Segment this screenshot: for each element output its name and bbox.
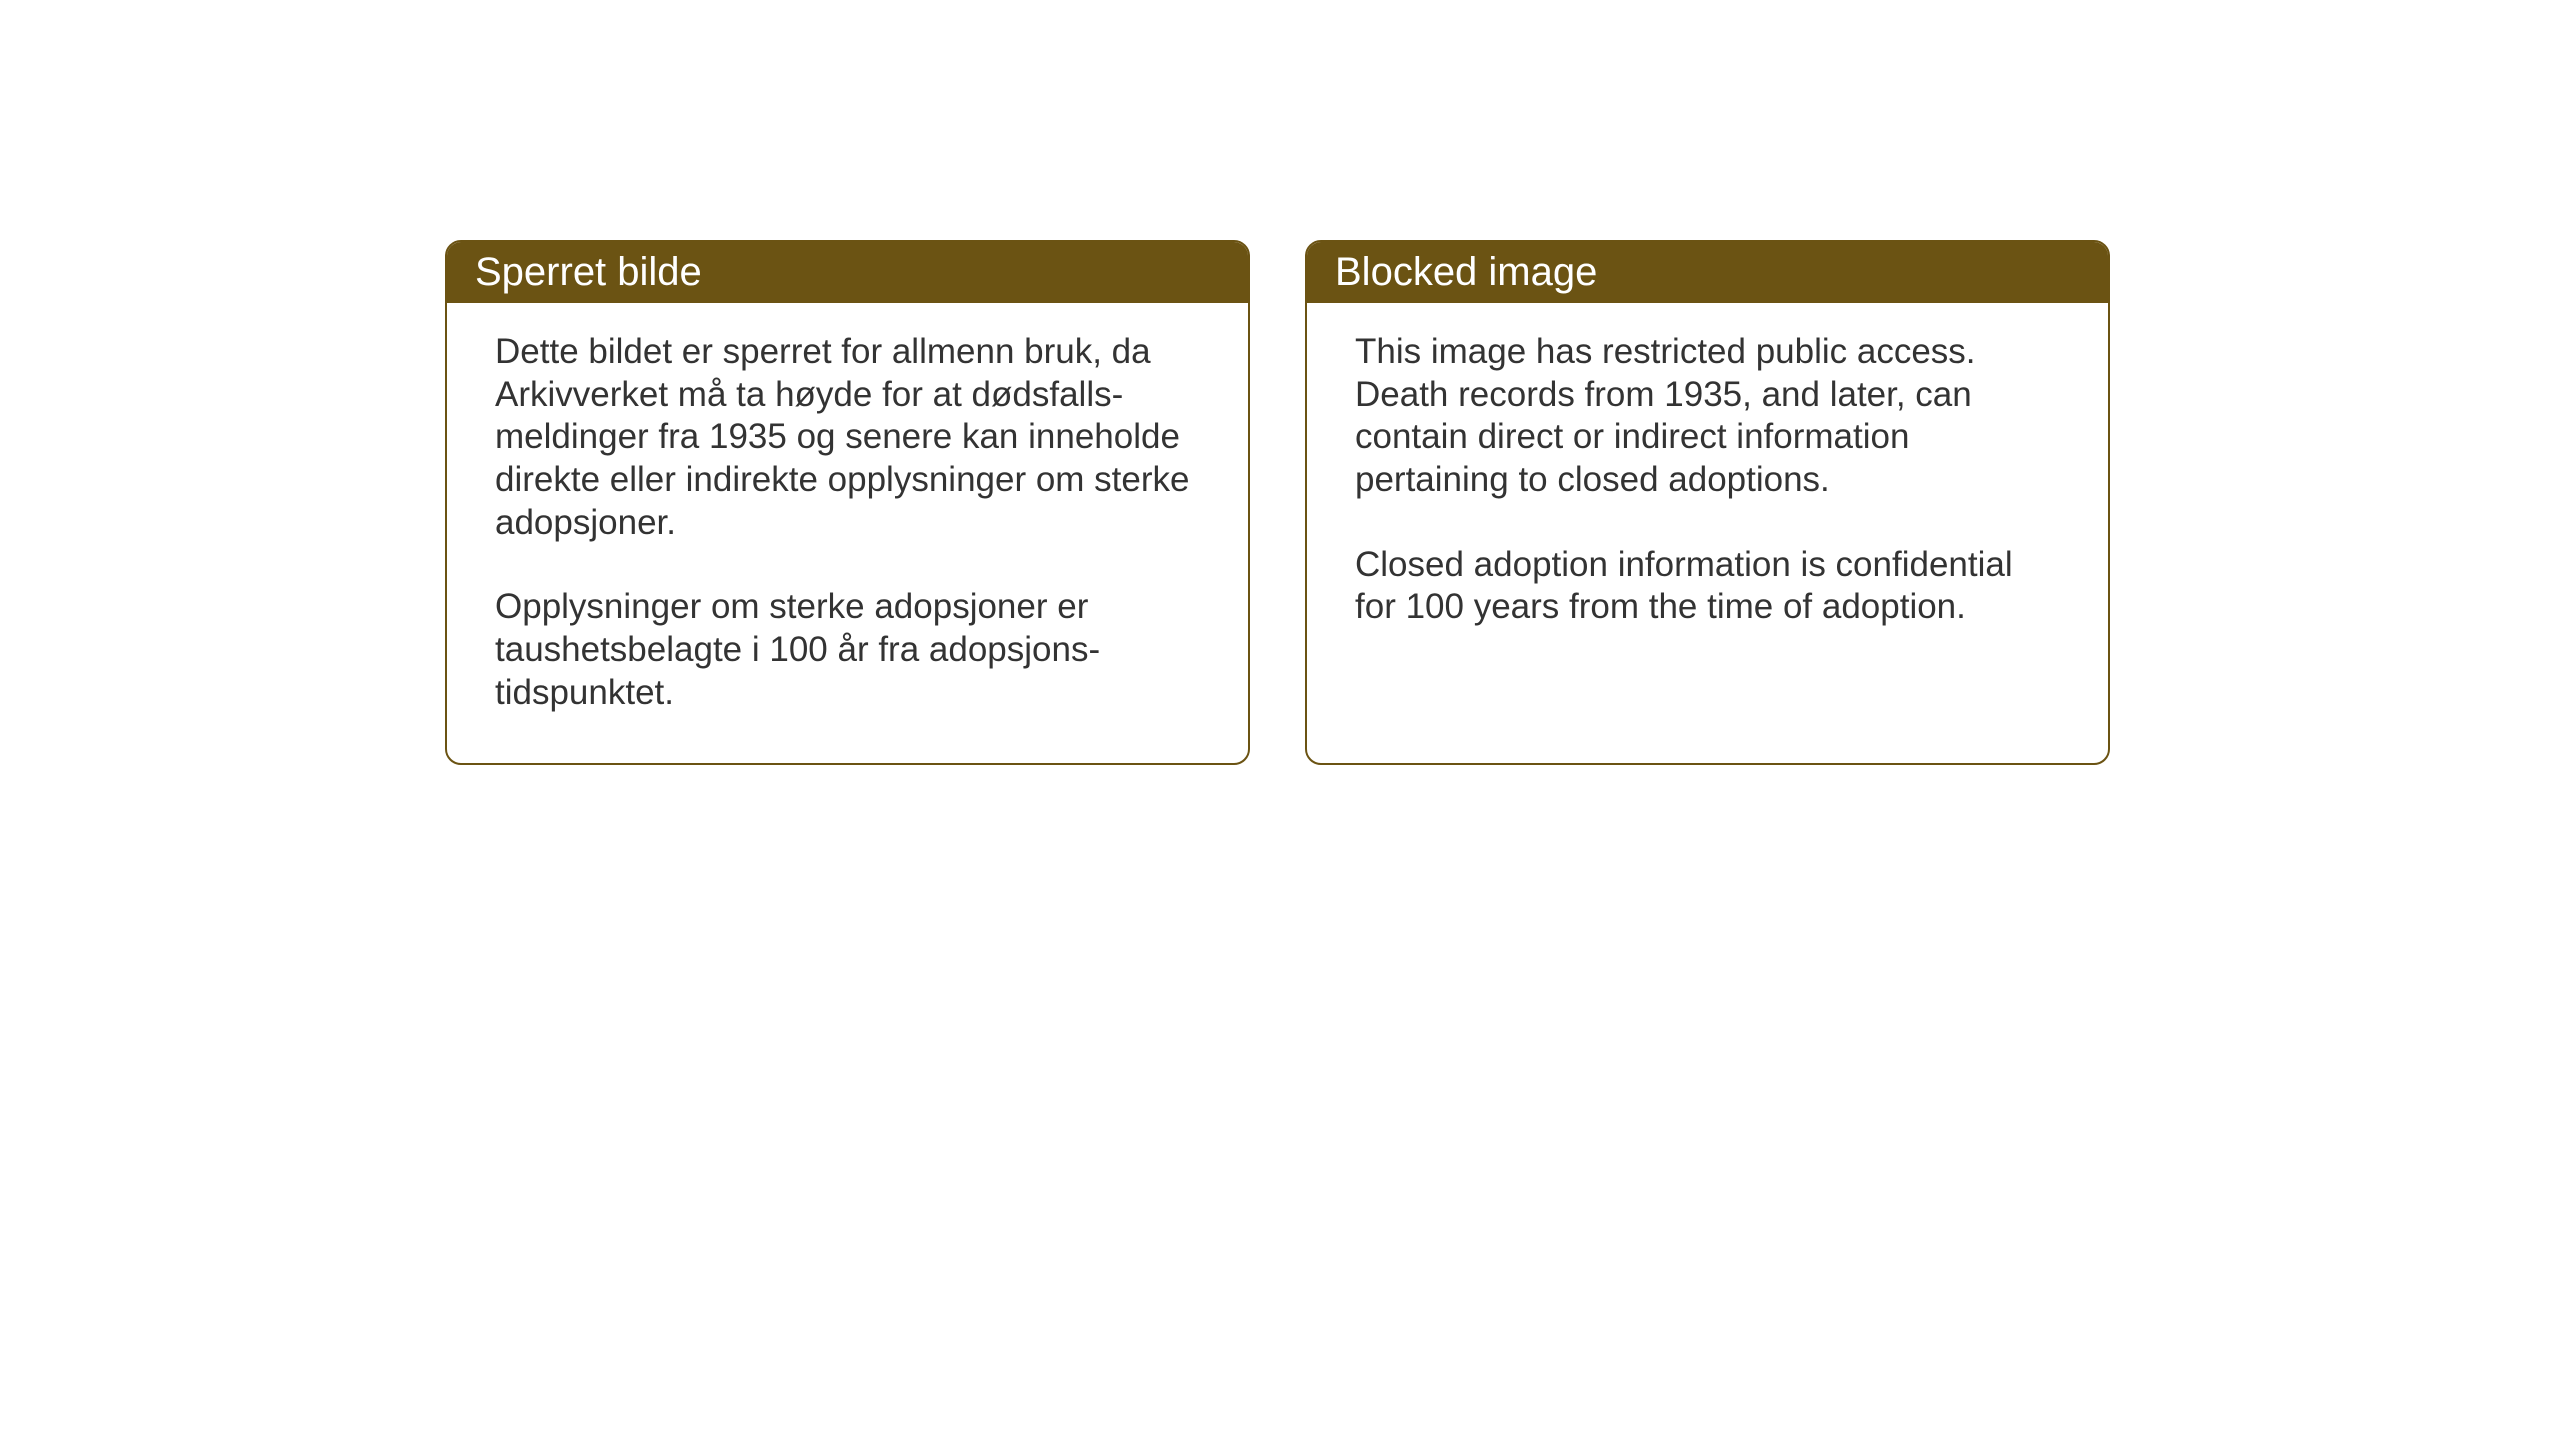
cards-container: Sperret bilde Dette bildet er sperret fo… — [445, 240, 2110, 765]
norwegian-card-title: Sperret bilde — [475, 250, 702, 294]
english-paragraph-2: Closed adoption information is confident… — [1355, 544, 2060, 629]
norwegian-card-body: Dette bildet er sperret for allmenn bruk… — [447, 303, 1248, 763]
english-card-body: This image has restricted public access.… — [1307, 303, 2108, 677]
norwegian-paragraph-1: Dette bildet er sperret for allmenn bruk… — [495, 331, 1200, 544]
english-card-header: Blocked image — [1307, 242, 2108, 303]
norwegian-card-header: Sperret bilde — [447, 242, 1248, 303]
norwegian-paragraph-2: Opplysninger om sterke adopsjoner er tau… — [495, 586, 1200, 714]
norwegian-card: Sperret bilde Dette bildet er sperret fo… — [445, 240, 1250, 765]
english-paragraph-1: This image has restricted public access.… — [1355, 331, 2060, 502]
english-card-title: Blocked image — [1335, 250, 1597, 294]
english-card: Blocked image This image has restricted … — [1305, 240, 2110, 765]
